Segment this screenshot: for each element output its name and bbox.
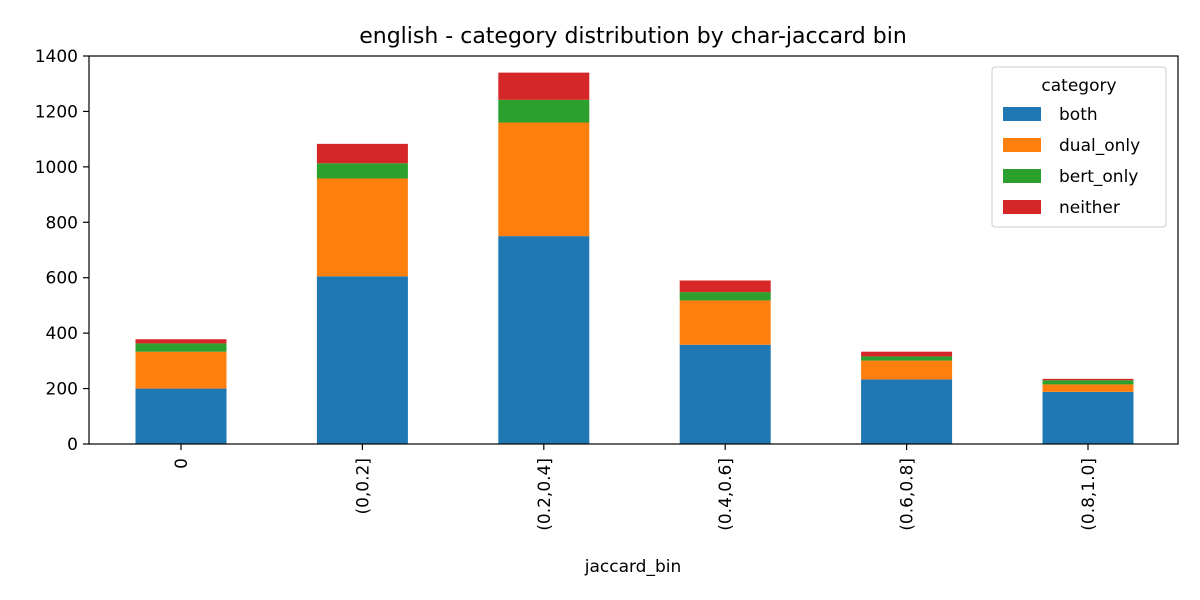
bar-neither-0 (135, 339, 227, 344)
y-tick-label: 1000 (35, 158, 78, 178)
bar-dual_only-4 (861, 360, 953, 380)
bar-dual_only-1 (316, 178, 408, 277)
bar-neither-3 (679, 280, 771, 293)
bar-neither-4 (861, 351, 953, 357)
legend-label-neither: neither (1059, 198, 1120, 218)
bar-both-0 (135, 388, 227, 444)
legend-title: category (1041, 76, 1116, 96)
legend-swatch-neither (1003, 200, 1041, 214)
bar-bert_only-0 (135, 343, 227, 352)
y-tick-label: 400 (46, 324, 78, 344)
bar-both-4 (861, 379, 953, 444)
bar-bert_only-2 (498, 99, 590, 123)
bar-dual_only-2 (498, 122, 590, 237)
x-tick-label: (0.2,0.4] (535, 458, 555, 531)
bar-neither-5 (1042, 378, 1134, 381)
bar-bert_only-1 (316, 163, 408, 179)
legend-swatch-bert_only (1003, 169, 1041, 183)
bar-both-5 (1042, 391, 1134, 444)
chart-title: english - category distribution by char-… (359, 24, 907, 49)
bar-both-2 (498, 236, 590, 444)
bar-bert_only-5 (1042, 380, 1134, 385)
axes-group (88, 55, 1179, 445)
bar-dual_only-0 (135, 351, 227, 389)
y-tick-label: 800 (46, 213, 78, 233)
bar-dual_only-5 (1042, 384, 1134, 392)
legend-label-bert_only: bert_only (1059, 167, 1138, 187)
legend-swatch-both (1003, 107, 1041, 121)
y-tick-label: 0 (67, 435, 78, 455)
y-tick-label: 1400 (35, 47, 78, 67)
legend-label-both: both (1059, 105, 1098, 125)
x-tick-label: (0.8,1.0] (1079, 458, 1099, 531)
bar-dual_only-3 (679, 300, 771, 345)
bar-both-1 (316, 276, 408, 444)
bar-both-3 (679, 344, 771, 444)
bar-neither-1 (316, 143, 408, 164)
y-tick-label: 200 (46, 380, 78, 400)
y-tick-label: 600 (46, 269, 78, 289)
x-tick-label: 0 (172, 458, 192, 469)
y-tick-label: 1200 (35, 102, 78, 122)
bars-group (135, 72, 1134, 444)
bar-neither-2 (498, 72, 590, 100)
x-axis: 0 (0,0.2] (0.2,0.4] (0.4,0.6] (0.6,0.8] (0.8,… (172, 444, 1099, 531)
bar-bert_only-4 (861, 356, 953, 361)
x-tick-label: (0,0.2] (353, 458, 373, 515)
plot-frame (88, 55, 1179, 445)
legend-swatch-dual_only (1003, 138, 1041, 152)
x-tick-label: (0.4,0.6] (716, 458, 736, 531)
legend-label-dual_only: dual_only (1059, 136, 1140, 156)
x-axis-label: jaccard_bin (584, 557, 682, 577)
y-axis: 0 200 400 600 800 1000 1200 1400 (35, 47, 89, 455)
x-tick-label: (0.6,0.8] (898, 458, 918, 531)
bar-bert_only-3 (679, 292, 771, 301)
